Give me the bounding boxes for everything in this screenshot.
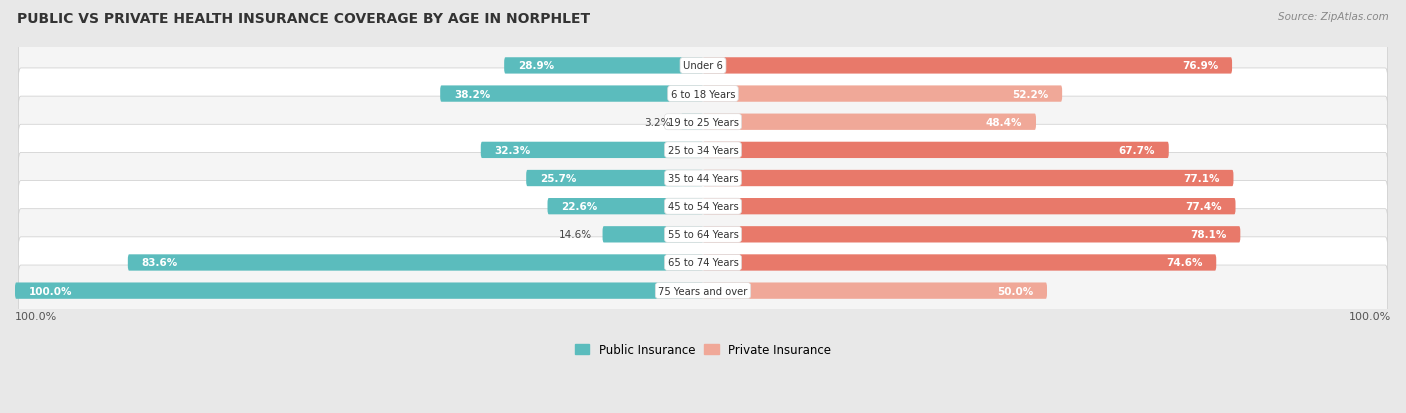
- Text: 77.1%: 77.1%: [1184, 173, 1219, 184]
- FancyBboxPatch shape: [703, 283, 1047, 299]
- FancyBboxPatch shape: [703, 114, 1036, 131]
- Legend: Public Insurance, Private Insurance: Public Insurance, Private Insurance: [571, 338, 835, 361]
- Text: 83.6%: 83.6%: [142, 258, 177, 268]
- Text: 74.6%: 74.6%: [1166, 258, 1202, 268]
- FancyBboxPatch shape: [603, 227, 703, 243]
- Text: Under 6: Under 6: [683, 61, 723, 71]
- Text: 28.9%: 28.9%: [517, 61, 554, 71]
- Text: 65 to 74 Years: 65 to 74 Years: [668, 258, 738, 268]
- Text: Source: ZipAtlas.com: Source: ZipAtlas.com: [1278, 12, 1389, 22]
- Text: 19 to 25 Years: 19 to 25 Years: [668, 117, 738, 128]
- Text: 50.0%: 50.0%: [997, 286, 1033, 296]
- Text: 100.0%: 100.0%: [28, 286, 72, 296]
- FancyBboxPatch shape: [526, 171, 703, 187]
- FancyBboxPatch shape: [703, 171, 1233, 187]
- Text: 6 to 18 Years: 6 to 18 Years: [671, 89, 735, 100]
- Text: 45 to 54 Years: 45 to 54 Years: [668, 202, 738, 212]
- Text: 32.3%: 32.3%: [495, 145, 531, 156]
- FancyBboxPatch shape: [18, 237, 1388, 288]
- FancyBboxPatch shape: [703, 86, 1062, 102]
- Text: 22.6%: 22.6%: [561, 202, 598, 212]
- FancyBboxPatch shape: [18, 266, 1388, 316]
- FancyBboxPatch shape: [481, 142, 703, 159]
- FancyBboxPatch shape: [505, 58, 703, 74]
- Text: 77.4%: 77.4%: [1185, 202, 1222, 212]
- Text: 35 to 44 Years: 35 to 44 Years: [668, 173, 738, 184]
- FancyBboxPatch shape: [703, 142, 1168, 159]
- Text: 3.2%: 3.2%: [644, 117, 671, 128]
- Text: 52.2%: 52.2%: [1012, 89, 1049, 100]
- Text: 14.6%: 14.6%: [560, 230, 592, 240]
- FancyBboxPatch shape: [547, 199, 703, 215]
- FancyBboxPatch shape: [15, 283, 703, 299]
- Text: 38.2%: 38.2%: [454, 89, 491, 100]
- FancyBboxPatch shape: [703, 58, 1232, 74]
- Text: 100.0%: 100.0%: [15, 311, 58, 321]
- FancyBboxPatch shape: [18, 125, 1388, 176]
- Text: 48.4%: 48.4%: [986, 117, 1022, 128]
- Text: 25.7%: 25.7%: [540, 173, 576, 184]
- FancyBboxPatch shape: [703, 227, 1240, 243]
- FancyBboxPatch shape: [703, 255, 1216, 271]
- Text: 55 to 64 Years: 55 to 64 Years: [668, 230, 738, 240]
- FancyBboxPatch shape: [18, 153, 1388, 204]
- Text: 76.9%: 76.9%: [1182, 61, 1219, 71]
- Text: PUBLIC VS PRIVATE HEALTH INSURANCE COVERAGE BY AGE IN NORPHLET: PUBLIC VS PRIVATE HEALTH INSURANCE COVER…: [17, 12, 591, 26]
- FancyBboxPatch shape: [18, 97, 1388, 148]
- FancyBboxPatch shape: [440, 86, 703, 102]
- Text: 78.1%: 78.1%: [1191, 230, 1226, 240]
- FancyBboxPatch shape: [18, 41, 1388, 92]
- FancyBboxPatch shape: [18, 181, 1388, 232]
- FancyBboxPatch shape: [703, 199, 1236, 215]
- Text: 75 Years and over: 75 Years and over: [658, 286, 748, 296]
- Text: 25 to 34 Years: 25 to 34 Years: [668, 145, 738, 156]
- Text: 67.7%: 67.7%: [1119, 145, 1154, 156]
- Text: 100.0%: 100.0%: [1348, 311, 1391, 321]
- FancyBboxPatch shape: [18, 209, 1388, 260]
- FancyBboxPatch shape: [18, 69, 1388, 120]
- FancyBboxPatch shape: [128, 255, 703, 271]
- FancyBboxPatch shape: [681, 114, 703, 131]
